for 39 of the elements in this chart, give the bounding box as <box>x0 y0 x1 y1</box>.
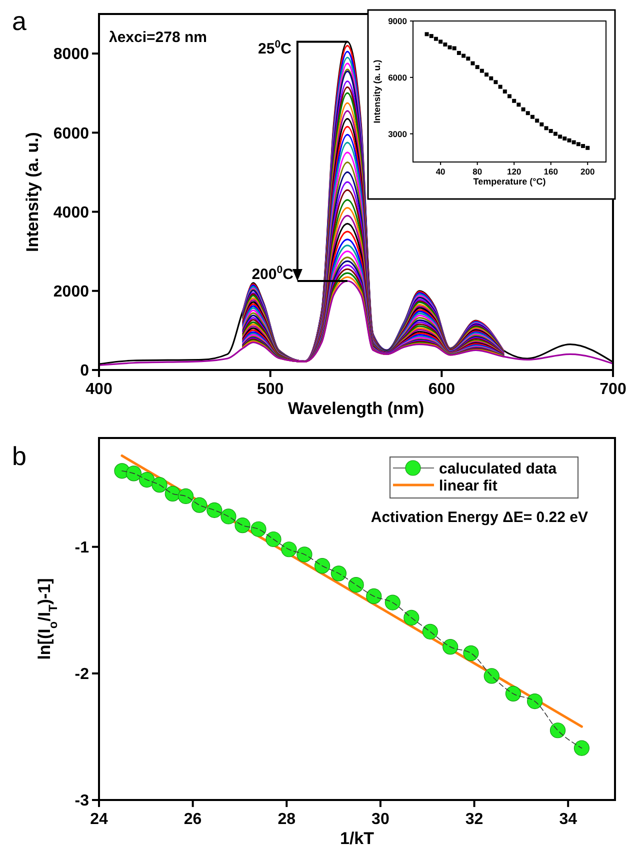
x-tick-label: 34 <box>559 811 578 828</box>
x-tick-label: 400 <box>86 381 112 398</box>
x-axis-title: 1/kT <box>340 828 375 848</box>
y-tick-label: 6000 <box>53 125 90 142</box>
y-tick-label: -1 <box>74 539 90 556</box>
y-tick-label: 9000 <box>388 16 408 26</box>
x-tick-label: 120 <box>507 166 522 176</box>
x-tick-label: 26 <box>184 811 202 828</box>
y-tick-label: 4000 <box>53 204 90 222</box>
y-axis-title: Intensity (a. u.) <box>372 60 382 124</box>
y-tick-label: 6000 <box>388 72 408 82</box>
y-tick-label: -2 <box>74 666 90 684</box>
x-tick-label: 32 <box>465 811 484 828</box>
legend-label: linear fit <box>439 478 498 494</box>
x-axis-title: Wavelength (nm) <box>288 398 424 418</box>
chart-title: b <box>12 441 26 471</box>
x-tick-label: 200 <box>580 166 595 176</box>
y-tick-label: 3000 <box>388 128 408 139</box>
x-tick-label: 24 <box>90 811 108 828</box>
y-axis-title: Intensity (a. u.) <box>23 132 42 252</box>
x-tick-label: 160 <box>544 166 558 176</box>
y-tick-label: -3 <box>74 792 90 810</box>
x-tick-label: 600 <box>428 381 456 398</box>
x-axis-title: Temperature (°C) <box>473 176 546 187</box>
x-tick-label: 30 <box>372 811 390 828</box>
x-tick-label: 500 <box>256 381 284 398</box>
legend-label: caluculated data <box>439 460 558 478</box>
x-tick-label: 80 <box>472 166 482 176</box>
x-tick-label: 700 <box>600 381 626 398</box>
annotation: 25$^{0}$C <box>258 38 292 58</box>
y-tick-label: 0 <box>80 362 90 380</box>
chart-title: a <box>12 6 27 36</box>
y-tick-label: 2000 <box>53 283 90 300</box>
y-tick-label: 8000 <box>53 46 90 64</box>
x-tick-label: 28 <box>278 811 296 828</box>
annotation: λexci=278 nm <box>109 29 207 46</box>
x-tick-label: 40 <box>436 166 446 176</box>
annotation: Activation Energy ΔE= 0.22 eV <box>370 509 588 526</box>
annotation: 200$^{0}$C <box>252 264 294 283</box>
